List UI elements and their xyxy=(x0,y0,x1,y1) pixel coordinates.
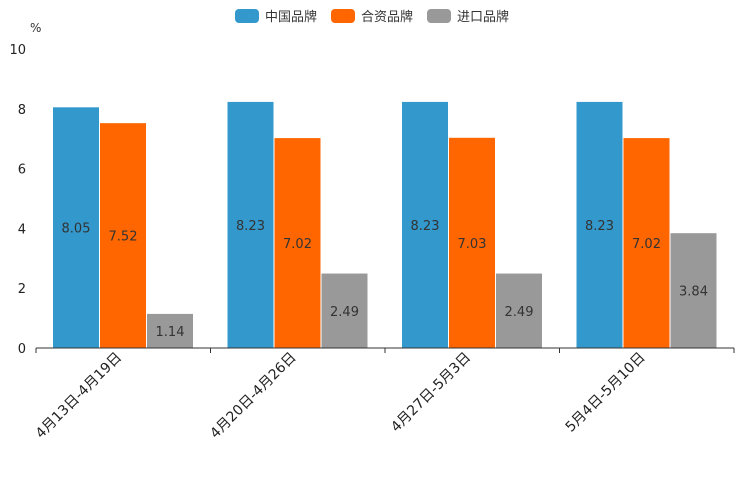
legend-label-china-brand: 中国品牌 xyxy=(264,10,317,25)
bar xyxy=(227,101,274,348)
y-tick-label: 8 xyxy=(18,103,26,118)
bar xyxy=(623,138,670,348)
legend-item-joint-venture-brand[interactable]: 合资品牌 xyxy=(330,6,413,25)
legend-item-china-brand[interactable]: 中国品牌 xyxy=(234,6,317,25)
y-tick-label: 10 xyxy=(9,43,26,58)
y-tick-label: 2 xyxy=(18,282,26,297)
data-label: 8.23 xyxy=(236,219,265,234)
x-tick-label: 4月27日-5月3日 xyxy=(388,350,474,436)
bar xyxy=(53,107,99,349)
legend-swatch-china-brand xyxy=(234,8,259,23)
y-tick-label: 4 xyxy=(18,222,26,237)
data-label: 7.52 xyxy=(109,230,138,245)
data-label: 7.03 xyxy=(458,237,487,252)
legend-label-joint-venture-brand: 合资品牌 xyxy=(360,10,413,25)
bar xyxy=(321,273,368,348)
chart-legend: 中国品牌 合资品牌 进口品牌 xyxy=(0,6,744,25)
data-label: 7.02 xyxy=(283,237,312,252)
legend-swatch-joint-venture-brand xyxy=(330,8,355,23)
bar xyxy=(100,123,146,348)
data-label: 8.23 xyxy=(585,219,614,234)
legend-label-import-brand: 进口品牌 xyxy=(457,10,510,25)
bar xyxy=(402,101,448,348)
data-label: 8.05 xyxy=(62,222,91,237)
data-label: 2.49 xyxy=(330,305,359,320)
y-tick-label: 0 xyxy=(18,342,26,357)
data-label: 1.14 xyxy=(156,325,185,340)
bar xyxy=(147,313,193,348)
data-label: 2.49 xyxy=(505,305,534,320)
x-tick-label: 4月13日-4月19日 xyxy=(33,350,125,442)
x-tick-label: 5月4日-5月10日 xyxy=(563,350,649,436)
bar xyxy=(496,273,542,348)
bar xyxy=(274,138,321,348)
bar xyxy=(449,137,495,348)
bar xyxy=(576,101,623,348)
bar xyxy=(670,233,717,348)
y-tick-label: 6 xyxy=(18,163,26,178)
legend-item-import-brand[interactable]: 进口品牌 xyxy=(427,6,509,25)
x-tick-label: 4月20日-4月26日 xyxy=(207,350,299,442)
y-axis-unit: % xyxy=(30,21,42,35)
data-label: 8.23 xyxy=(411,219,440,234)
legend-swatch-import-brand xyxy=(427,8,451,23)
data-label: 3.84 xyxy=(679,285,708,300)
data-label: 7.02 xyxy=(632,237,661,252)
